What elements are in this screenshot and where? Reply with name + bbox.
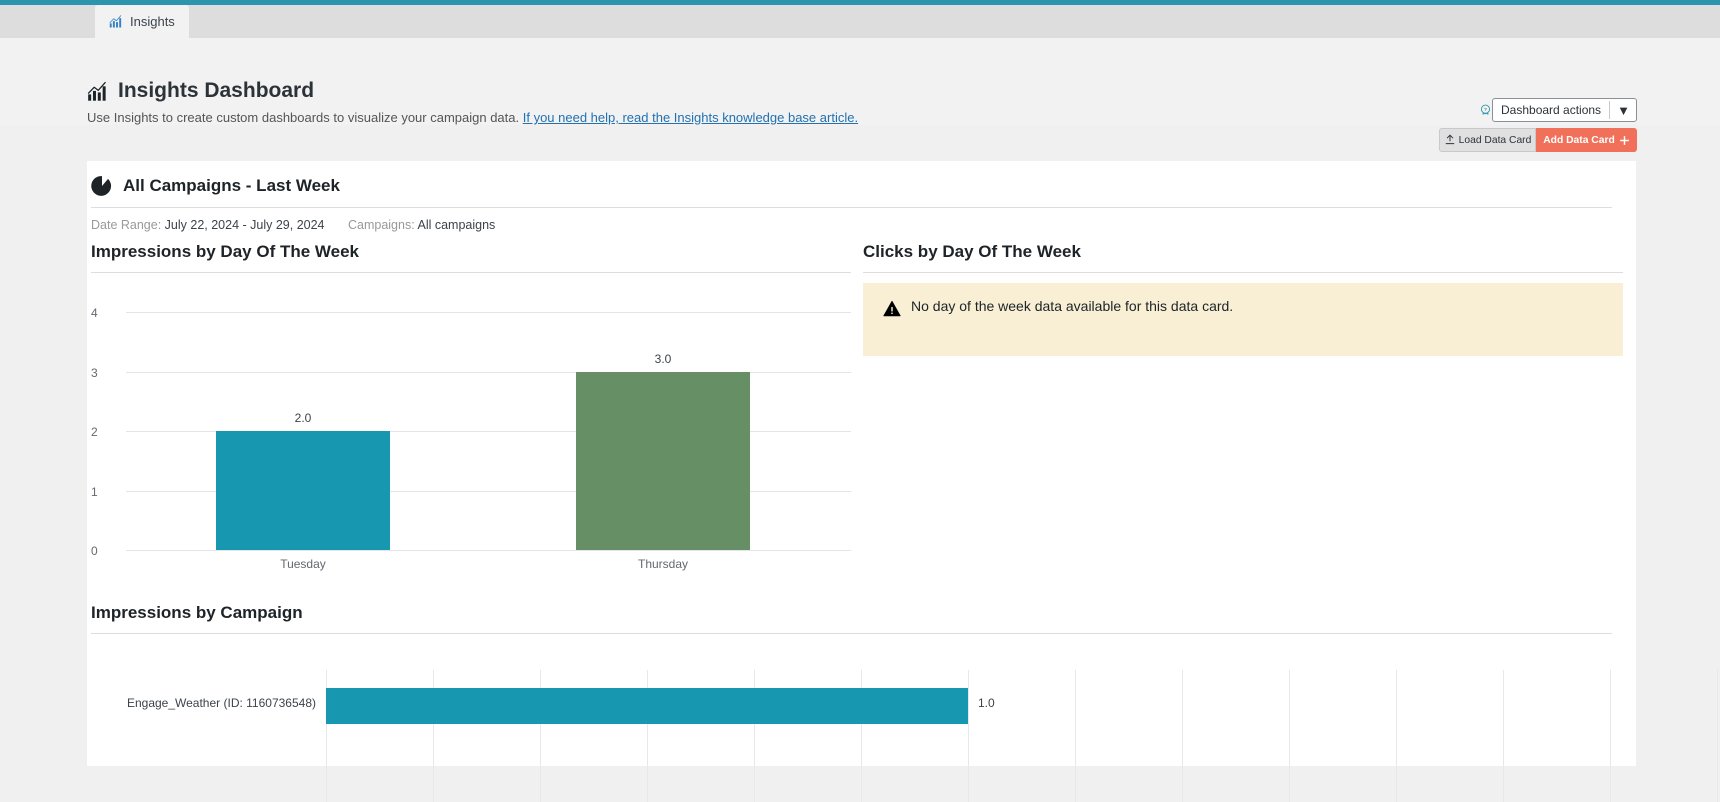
- svg-text:?: ?: [1484, 107, 1487, 113]
